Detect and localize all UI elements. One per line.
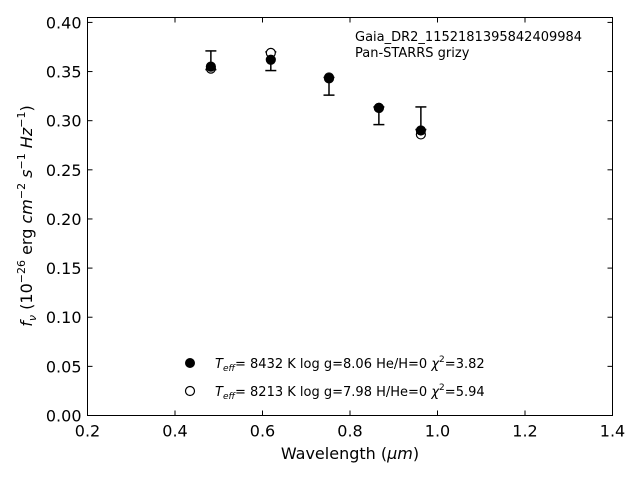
legend: Teff= 8432 K log g=8.06 He/H=0 χ2=3.82 T… bbox=[184, 355, 485, 402]
model-point-filled bbox=[323, 73, 335, 84]
y-tick-label: 0.25 bbox=[46, 161, 82, 180]
star-name-annotation: Gaia_DR2_1152181395842409984 bbox=[355, 30, 582, 45]
y-axis-ticks: 0.00 0.05 0.10 0.15 0.20 0.25 0.30 0.35 0.40 bbox=[46, 13, 613, 426]
y-tick-label: 0.15 bbox=[46, 259, 82, 278]
x-tick-label: 1.0 bbox=[425, 422, 450, 441]
model-point-filled bbox=[373, 102, 384, 114]
legend-marker-filled bbox=[185, 358, 195, 368]
survey-annotation: Pan-STARRS grizy bbox=[355, 46, 470, 61]
model-point-filled bbox=[265, 54, 276, 65]
y-axis-label: fν (10−26 erg cm−2 s−1 Hz−1) bbox=[15, 105, 39, 326]
x-tick-label: 1.4 bbox=[600, 422, 625, 441]
x-tick-label: 1.2 bbox=[512, 422, 537, 441]
x-axis-label: Wavelength (μm) bbox=[281, 444, 419, 463]
y-tick-label: 0.10 bbox=[46, 308, 82, 327]
y-tick-label: 0.20 bbox=[46, 210, 82, 229]
y-tick-label: 0.30 bbox=[46, 112, 82, 131]
model-point-filled bbox=[415, 125, 426, 136]
x-tick-label: 0.8 bbox=[337, 422, 362, 441]
x-tick-label: 0.2 bbox=[75, 422, 100, 441]
y-tick-label: 0.05 bbox=[46, 357, 82, 376]
x-tick-label: 0.4 bbox=[162, 422, 187, 441]
legend-marker-open bbox=[184, 385, 196, 397]
data-markers bbox=[205, 47, 426, 140]
legend-entry-1: Teff= 8432 K log g=8.06 He/H=0 χ2=3.82 bbox=[215, 355, 485, 374]
y-tick-label: 0.35 bbox=[46, 63, 82, 82]
y-tick-label: 0.00 bbox=[46, 407, 82, 426]
error-bars bbox=[205, 50, 427, 131]
y-tick-label: 0.40 bbox=[46, 13, 82, 32]
x-tick-label: 0.6 bbox=[250, 422, 275, 441]
model-point-filled bbox=[205, 61, 216, 72]
x-axis-ticks: 0.2 0.4 0.6 0.8 1.0 1.2 1.4 bbox=[75, 17, 625, 441]
legend-entry-2: Teff= 8213 K log g=7.98 H/He=0 χ2=5.94 bbox=[215, 383, 485, 402]
plot-frame bbox=[87, 17, 613, 416]
